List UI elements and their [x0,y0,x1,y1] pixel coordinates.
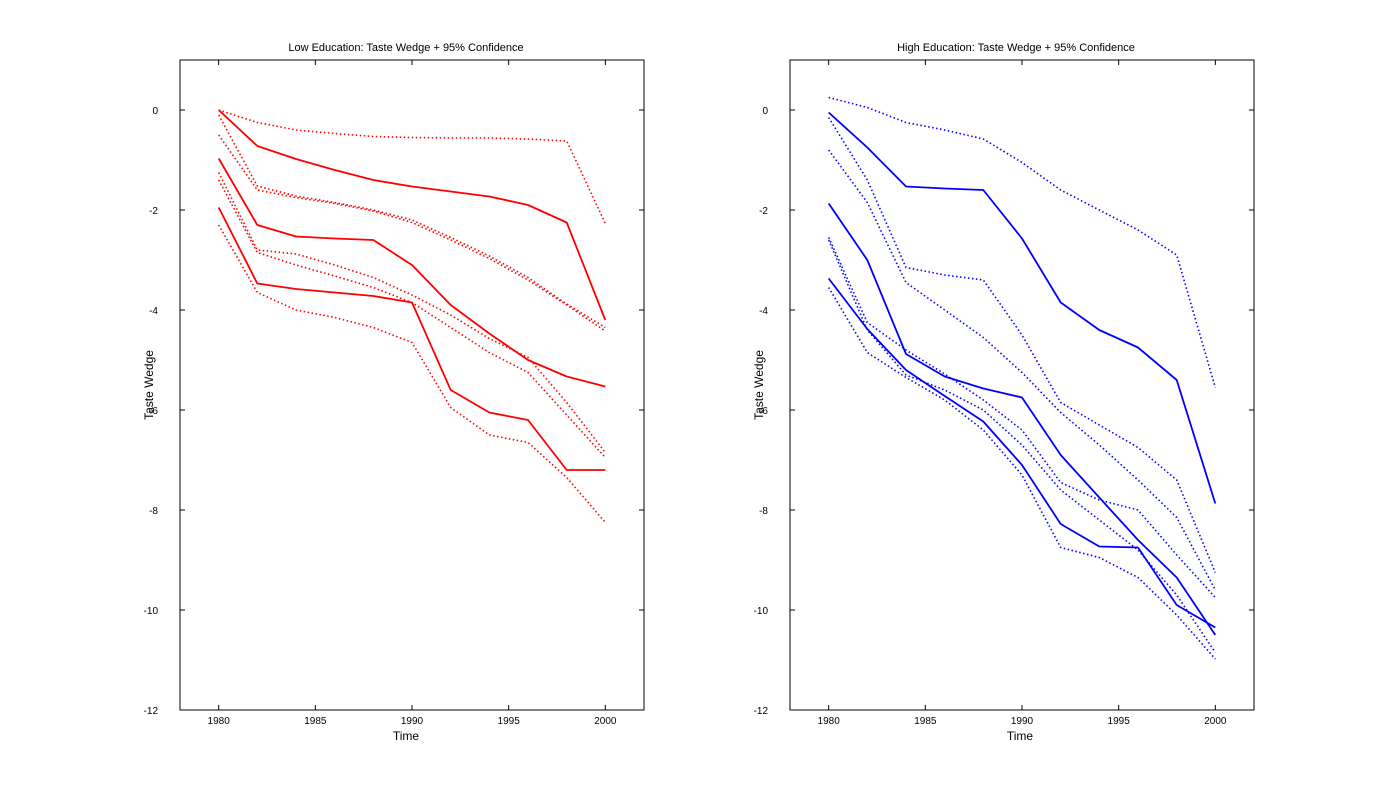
confidence-line-2 [828,117,1217,573]
y-tick-label: -2 [149,206,158,217]
x-tick-label: 1990 [401,716,424,727]
y-axis-label: Taste Wedge [142,350,156,420]
series-lines [827,96,1217,660]
x-axis-label: Time [393,729,420,743]
x-tick-label: 1985 [304,716,327,727]
axis-ticks: 1980 1985 1990 1995 2000 0 -2 -4 -6 -8 -10 -12 [754,60,1254,727]
series-lines [217,109,607,524]
axis-ticks: 1980 1985 1990 1995 2000 0 -2 -4 -6 -8 -10 -12 [144,60,644,727]
confidence-line-1 [218,109,607,224]
x-tick-label: 2000 [1204,716,1227,727]
confidence-line-3 [828,149,1217,591]
y-tick-label: -4 [759,306,768,317]
y-tick-label: -6 [759,406,768,417]
y-tick-label: -8 [149,506,158,517]
wedge-line-4 [217,158,606,388]
chart-title: High Education: Taste Wedge + 95% Confid… [897,42,1135,54]
x-tick-label: 1985 [914,716,937,727]
confidence-line-2 [217,114,606,329]
chart-title: Low Education: Taste Wedge + 95% Confide… [288,42,523,54]
wedge-line-7 [217,207,606,471]
low-education-panel: Low Education: Taste Wedge + 95% Confide… [142,42,645,743]
x-tick-label: 1995 [498,716,521,727]
confidence-line-3 [218,134,606,332]
x-tick-label: 1995 [1108,716,1131,727]
wedge-line-7 [827,277,1216,629]
x-tick-label: 2000 [594,716,617,727]
y-tick-label: -6 [149,406,158,417]
y-tick-label: -10 [144,606,159,617]
y-tick-label: 0 [152,106,158,117]
x-tick-label: 1980 [208,716,231,727]
confidence-line-5 [217,172,606,453]
confidence-line-6 [827,239,1216,653]
y-tick-label: 0 [762,106,768,117]
x-tick-label: 1980 [818,716,841,727]
plot-area-frame [789,59,1255,711]
confidence-line-8 [218,224,606,524]
y-tick-label: -4 [149,306,158,317]
confidence-line-5 [827,237,1216,599]
wedge-line-4 [827,202,1217,636]
y-tick-label: -2 [759,206,768,217]
y-tick-label: -8 [759,506,768,517]
high-education-panel: High Education: Taste Wedge + 95% Confid… [752,42,1255,743]
y-tick-label: -12 [754,706,769,717]
x-tick-label: 1990 [1011,716,1034,727]
y-tick-label: -12 [144,706,159,717]
wedge-line-0 [828,111,1217,504]
y-axis-label: Taste Wedge [752,350,766,420]
plot-area-frame [179,59,645,711]
wedge-line-0 [218,109,607,321]
x-axis-label: Time [1007,729,1034,743]
y-tick-label: -10 [754,606,769,617]
